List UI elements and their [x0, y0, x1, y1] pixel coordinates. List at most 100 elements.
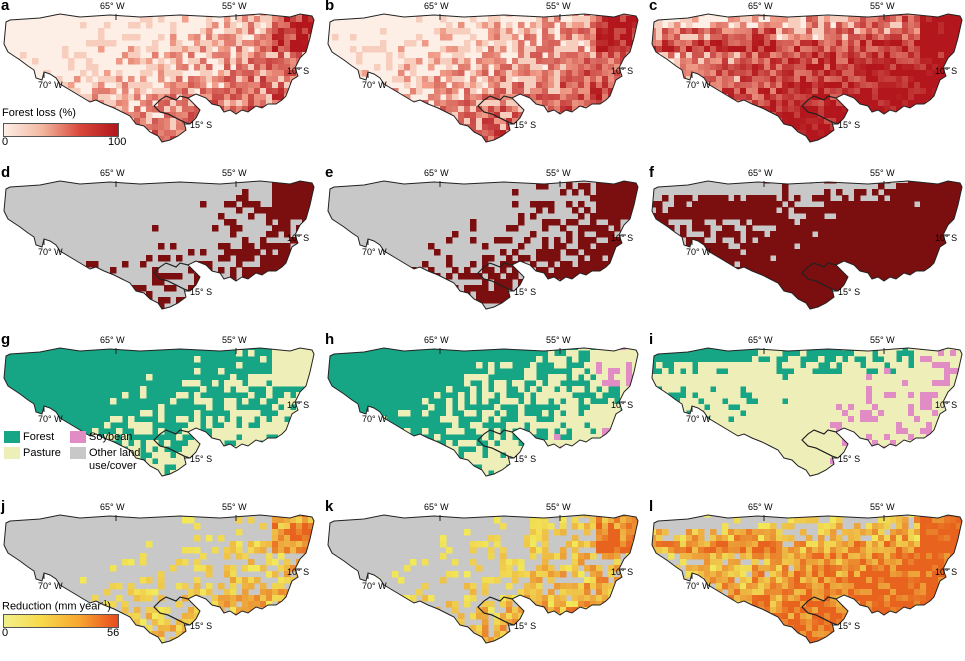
map-f — [648, 167, 965, 317]
lon-label-70w: 70° W — [38, 247, 63, 257]
forest-loss-min: 0 — [2, 136, 8, 148]
lat-label-10s: 10° S — [287, 233, 309, 243]
reduction-max: 56 — [107, 627, 119, 639]
map-b — [324, 0, 642, 150]
lon-label-65w: 65° W — [424, 335, 449, 345]
lon-label-55w: 55° W — [870, 168, 895, 178]
lat-label-10s: 10° S — [611, 66, 633, 76]
lat-label-10s: 10° S — [935, 66, 957, 76]
lat-label-10s: 10° S — [287, 66, 309, 76]
panel-label-f: f — [649, 164, 654, 181]
panel-label-g: g — [1, 331, 10, 348]
lat-label-15s: 15° S — [838, 120, 860, 130]
lon-label-70w: 70° W — [362, 247, 387, 257]
lon-label-55w: 55° W — [546, 502, 571, 512]
map-d — [0, 167, 318, 317]
lon-label-55w: 55° W — [546, 1, 571, 11]
panel-label-e: e — [325, 164, 333, 181]
map-g — [0, 334, 318, 484]
map-panel-d: d 65° W 55° W 70° W 10° S 15° S — [0, 167, 320, 327]
map-e — [324, 167, 642, 317]
map-panel-h: h 65° W 55° W 70° W 10° S 15° S — [324, 334, 644, 494]
lat-label-15s: 15° S — [190, 454, 212, 464]
map-l — [648, 501, 965, 651]
lon-label-70w: 70° W — [362, 414, 387, 424]
lat-label-10s: 10° S — [611, 567, 633, 577]
lat-label-10s: 10° S — [935, 233, 957, 243]
lat-label-15s: 15° S — [514, 621, 536, 631]
lat-label-15s: 15° S — [514, 287, 536, 297]
map-panel-j: j 65° W 55° W 70° W 10° S 15° S — [0, 501, 320, 661]
lat-label-10s: 10° S — [287, 567, 309, 577]
lon-label-55w: 55° W — [546, 335, 571, 345]
forest-loss-max: 100 — [108, 136, 126, 148]
lon-label-70w: 70° W — [362, 581, 387, 591]
lat-label-15s: 15° S — [514, 454, 536, 464]
lon-label-65w: 65° W — [100, 335, 125, 345]
map-k — [324, 501, 642, 651]
pasture-swatch — [4, 447, 20, 459]
map-panel-e: e 65° W 55° W 70° W 10° S 15° S — [324, 167, 644, 327]
reduction-min: 0 — [2, 627, 8, 639]
reduction-legend-title: Reduction (mm year-1) — [2, 600, 111, 613]
lat-label-15s: 15° S — [190, 120, 212, 130]
lat-label-15s: 15° S — [190, 287, 212, 297]
map-c — [648, 0, 965, 150]
other-swatch — [70, 447, 86, 459]
lon-label-70w: 70° W — [686, 80, 711, 90]
lon-label-55w: 55° W — [546, 168, 571, 178]
lat-label-15s: 15° S — [190, 621, 212, 631]
panel-label-j: j — [1, 498, 5, 515]
panel-label-d: d — [1, 164, 10, 181]
forest-loss-legend-title: Forest loss (%) — [2, 107, 76, 119]
lat-label-10s: 10° S — [611, 400, 633, 410]
lon-label-65w: 65° W — [100, 168, 125, 178]
forest-swatch — [4, 431, 20, 443]
panel-label-k: k — [325, 498, 333, 515]
lon-label-65w: 65° W — [748, 1, 773, 11]
map-j — [0, 501, 318, 651]
lon-label-70w: 70° W — [38, 581, 63, 591]
lon-label-65w: 65° W — [424, 168, 449, 178]
map-panel-c: c 65° W 55° W 70° W 10° S 15° S — [648, 0, 965, 160]
panel-label-a: a — [1, 0, 9, 14]
lon-label-70w: 70° W — [362, 80, 387, 90]
lon-label-55w: 55° W — [870, 502, 895, 512]
lat-label-10s: 10° S — [611, 233, 633, 243]
panel-label-c: c — [649, 0, 657, 14]
lon-label-70w: 70° W — [38, 414, 63, 424]
lon-label-65w: 65° W — [424, 1, 449, 11]
lon-label-55w: 55° W — [870, 1, 895, 11]
lat-label-10s: 10° S — [935, 400, 957, 410]
lon-label-55w: 55° W — [222, 168, 247, 178]
forest-legend-label: Forest — [23, 431, 54, 444]
soybean-legend-label: Soybean — [89, 431, 132, 444]
soybean-swatch — [70, 431, 86, 443]
lon-label-55w: 55° W — [222, 335, 247, 345]
lon-label-70w: 70° W — [686, 581, 711, 591]
lat-label-10s: 10° S — [935, 567, 957, 577]
lon-label-55w: 55° W — [870, 335, 895, 345]
other-legend-label: Other land use/cover — [89, 447, 149, 473]
panel-label-b: b — [325, 0, 334, 14]
map-h — [324, 334, 642, 484]
lon-label-55w: 55° W — [222, 502, 247, 512]
lon-label-65w: 65° W — [100, 502, 125, 512]
forest-loss-colorbar — [3, 123, 119, 137]
panel-label-i: i — [649, 331, 653, 348]
lon-label-65w: 65° W — [748, 168, 773, 178]
lat-label-10s: 10° S — [287, 400, 309, 410]
lat-label-15s: 15° S — [514, 120, 536, 130]
lon-label-70w: 70° W — [38, 80, 63, 90]
map-panel-k: k 65° W 55° W 70° W 10° S 15° S — [324, 501, 644, 661]
panel-label-h: h — [325, 331, 334, 348]
lat-label-15s: 15° S — [838, 621, 860, 631]
map-panel-g: g 65° W 55° W 70° W 10° S 15° S — [0, 334, 320, 494]
pasture-legend-label: Pasture — [23, 447, 61, 460]
reduction-colorbar — [3, 614, 119, 628]
lon-label-65w: 65° W — [748, 502, 773, 512]
lon-label-65w: 65° W — [424, 502, 449, 512]
